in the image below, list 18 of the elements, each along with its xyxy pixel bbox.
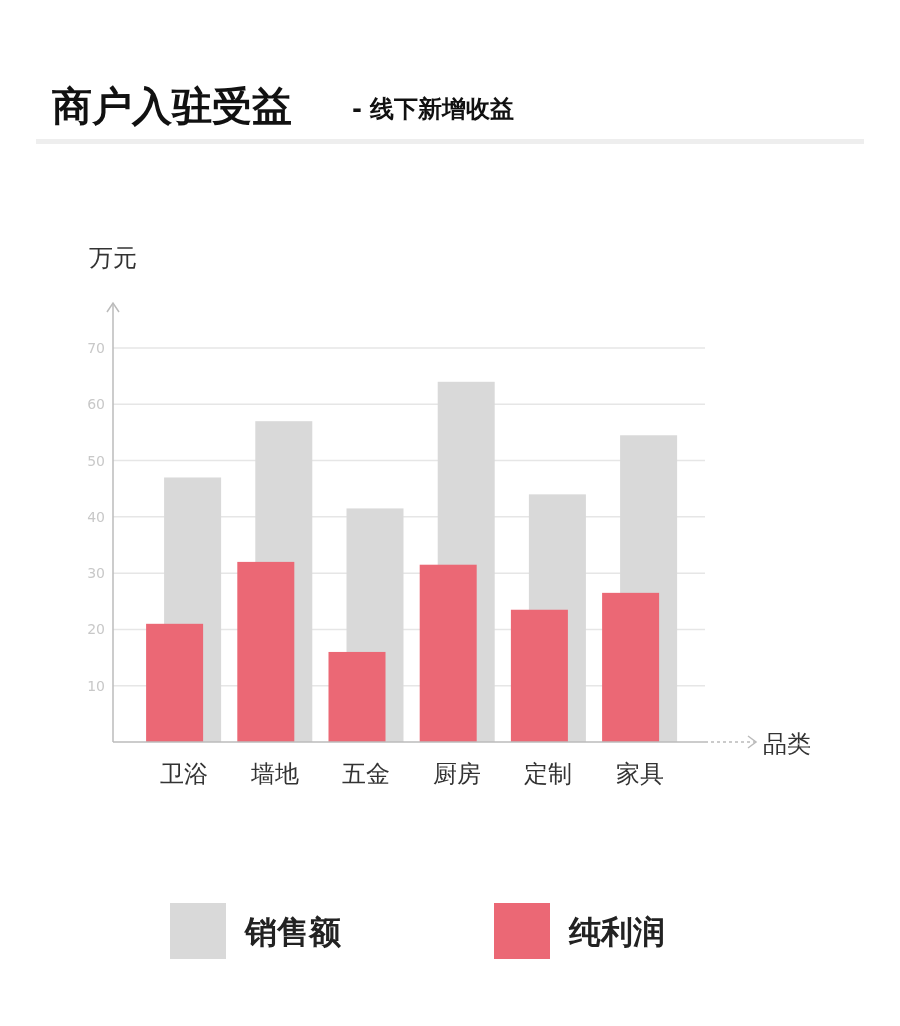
x-tick-label: 定制 [524, 760, 573, 788]
bar [328, 651, 386, 742]
x-tick-label: 厨房 [433, 760, 482, 788]
bar [146, 623, 204, 742]
x-tick-label: 卫浴 [159, 760, 208, 788]
chart-subtitle: - 线下新增收益 [352, 95, 515, 123]
x-tick-label: 墙地 [249, 760, 299, 788]
bar [237, 561, 295, 742]
x-tick-label: 家具 [615, 760, 664, 788]
legend-label: 销售额 [243, 913, 341, 951]
bar [419, 564, 477, 742]
bar [510, 609, 568, 742]
legend-label: 纯利润 [568, 913, 665, 951]
y-axis-title: 万元 [89, 244, 137, 272]
x-tick-label: 五金 [342, 760, 390, 788]
chart-title: 商户入驻受益 [52, 83, 292, 129]
bar [602, 592, 660, 742]
x-axis-title: 品类 [763, 730, 811, 758]
